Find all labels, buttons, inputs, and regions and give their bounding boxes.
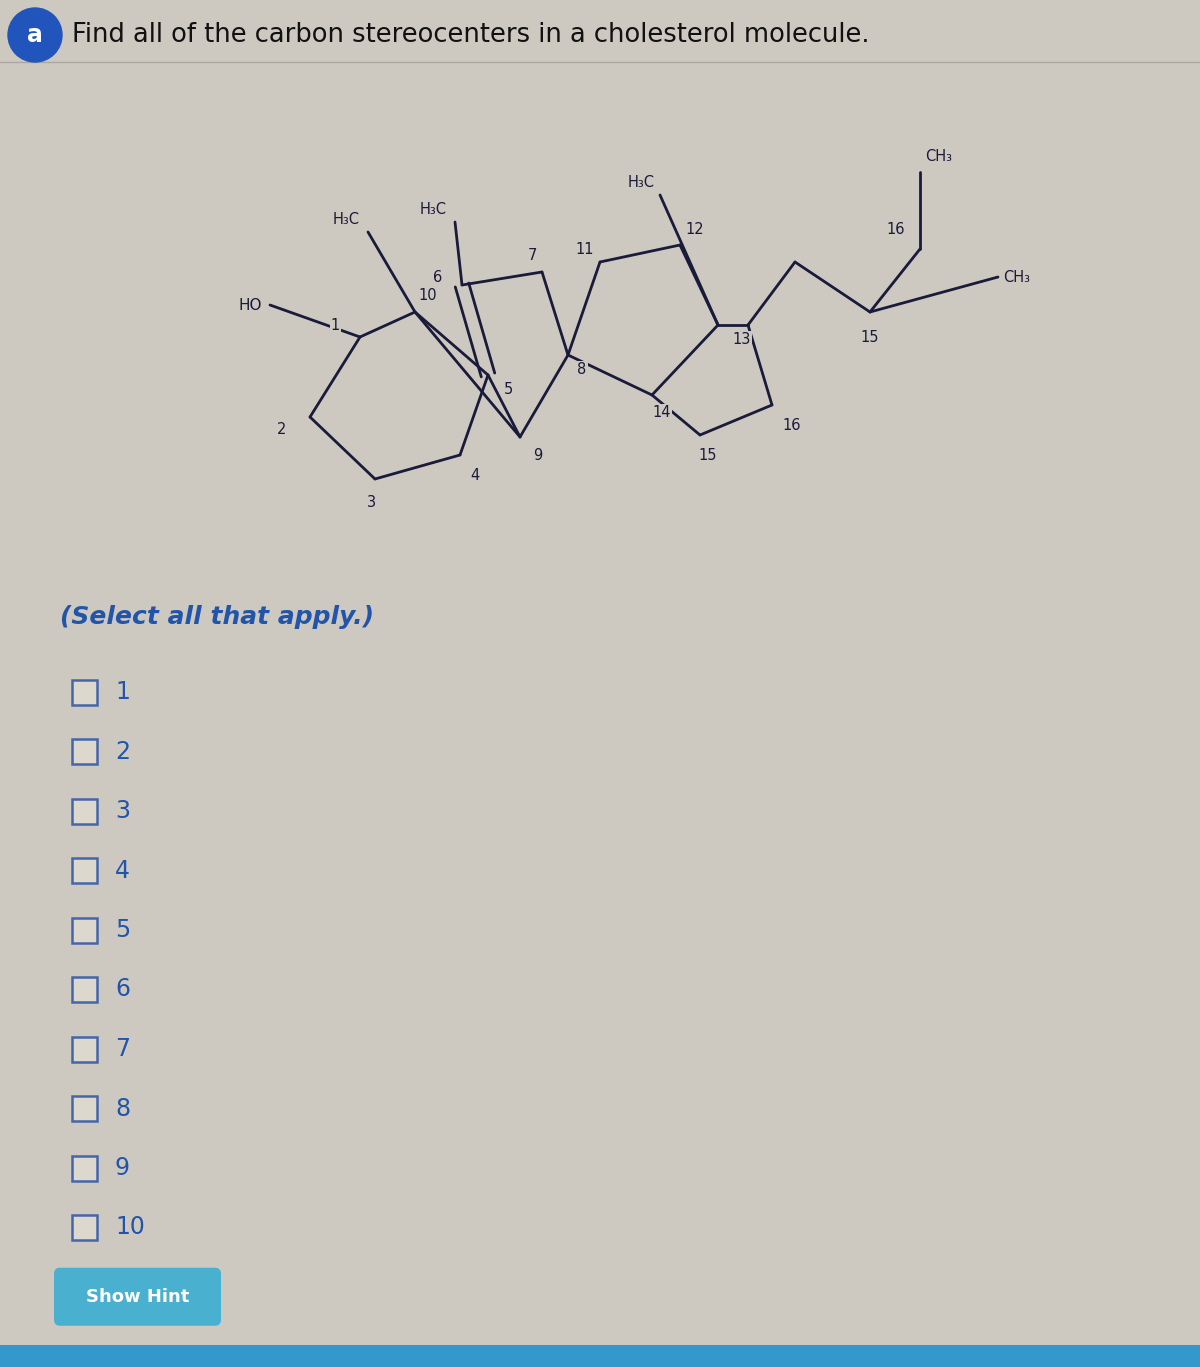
Text: 2: 2 (277, 421, 287, 436)
Text: 3: 3 (115, 798, 130, 823)
Text: CH₃: CH₃ (1003, 269, 1030, 284)
Text: Show Hint: Show Hint (86, 1288, 190, 1305)
Text: 6: 6 (433, 269, 443, 284)
Text: 5: 5 (115, 919, 131, 942)
Text: H₃C: H₃C (420, 202, 446, 217)
FancyBboxPatch shape (72, 679, 97, 704)
FancyBboxPatch shape (72, 917, 97, 942)
Text: 13: 13 (733, 332, 751, 346)
Text: 8: 8 (577, 361, 587, 376)
Text: a: a (28, 23, 43, 46)
FancyBboxPatch shape (72, 1036, 97, 1062)
FancyBboxPatch shape (72, 798, 97, 823)
Text: 16: 16 (782, 417, 802, 432)
Text: 12: 12 (685, 221, 704, 236)
Text: 16: 16 (887, 221, 905, 236)
Bar (0, 1345, 1200, 1367)
Text: 7: 7 (115, 1038, 130, 1061)
FancyBboxPatch shape (72, 977, 97, 1002)
Text: 10: 10 (419, 287, 437, 302)
FancyBboxPatch shape (72, 1096, 97, 1121)
Text: 9: 9 (533, 447, 542, 462)
Text: 8: 8 (115, 1096, 130, 1121)
FancyBboxPatch shape (72, 740, 97, 764)
Text: H₃C: H₃C (628, 175, 655, 190)
FancyBboxPatch shape (72, 1215, 97, 1240)
Text: 1: 1 (115, 679, 130, 704)
Text: 11: 11 (576, 242, 594, 257)
Text: 3: 3 (367, 495, 377, 510)
Text: 10: 10 (115, 1215, 145, 1240)
Text: 14: 14 (653, 405, 671, 420)
Text: H₃C: H₃C (334, 212, 360, 227)
Text: (Select all that apply.): (Select all that apply.) (60, 606, 374, 629)
Circle shape (8, 8, 62, 62)
Text: 11: 11 (115, 1275, 145, 1299)
Text: 5: 5 (503, 381, 512, 396)
Text: 4: 4 (470, 468, 480, 483)
Text: Find all of the carbon stereocenters in a cholesterol molecule.: Find all of the carbon stereocenters in … (72, 22, 870, 48)
FancyBboxPatch shape (72, 1274, 97, 1300)
Text: 15: 15 (860, 329, 880, 344)
FancyBboxPatch shape (72, 1155, 97, 1181)
Text: 9: 9 (115, 1156, 130, 1180)
Text: 1: 1 (330, 317, 340, 332)
Text: 2: 2 (115, 740, 130, 764)
Text: 4: 4 (115, 858, 130, 883)
Text: HO: HO (239, 298, 262, 313)
Text: 7: 7 (527, 247, 536, 262)
Text: 15: 15 (698, 447, 718, 462)
Text: 6: 6 (115, 977, 130, 1002)
FancyBboxPatch shape (72, 858, 97, 883)
FancyBboxPatch shape (54, 1267, 221, 1326)
Text: CH₃: CH₃ (925, 149, 952, 164)
